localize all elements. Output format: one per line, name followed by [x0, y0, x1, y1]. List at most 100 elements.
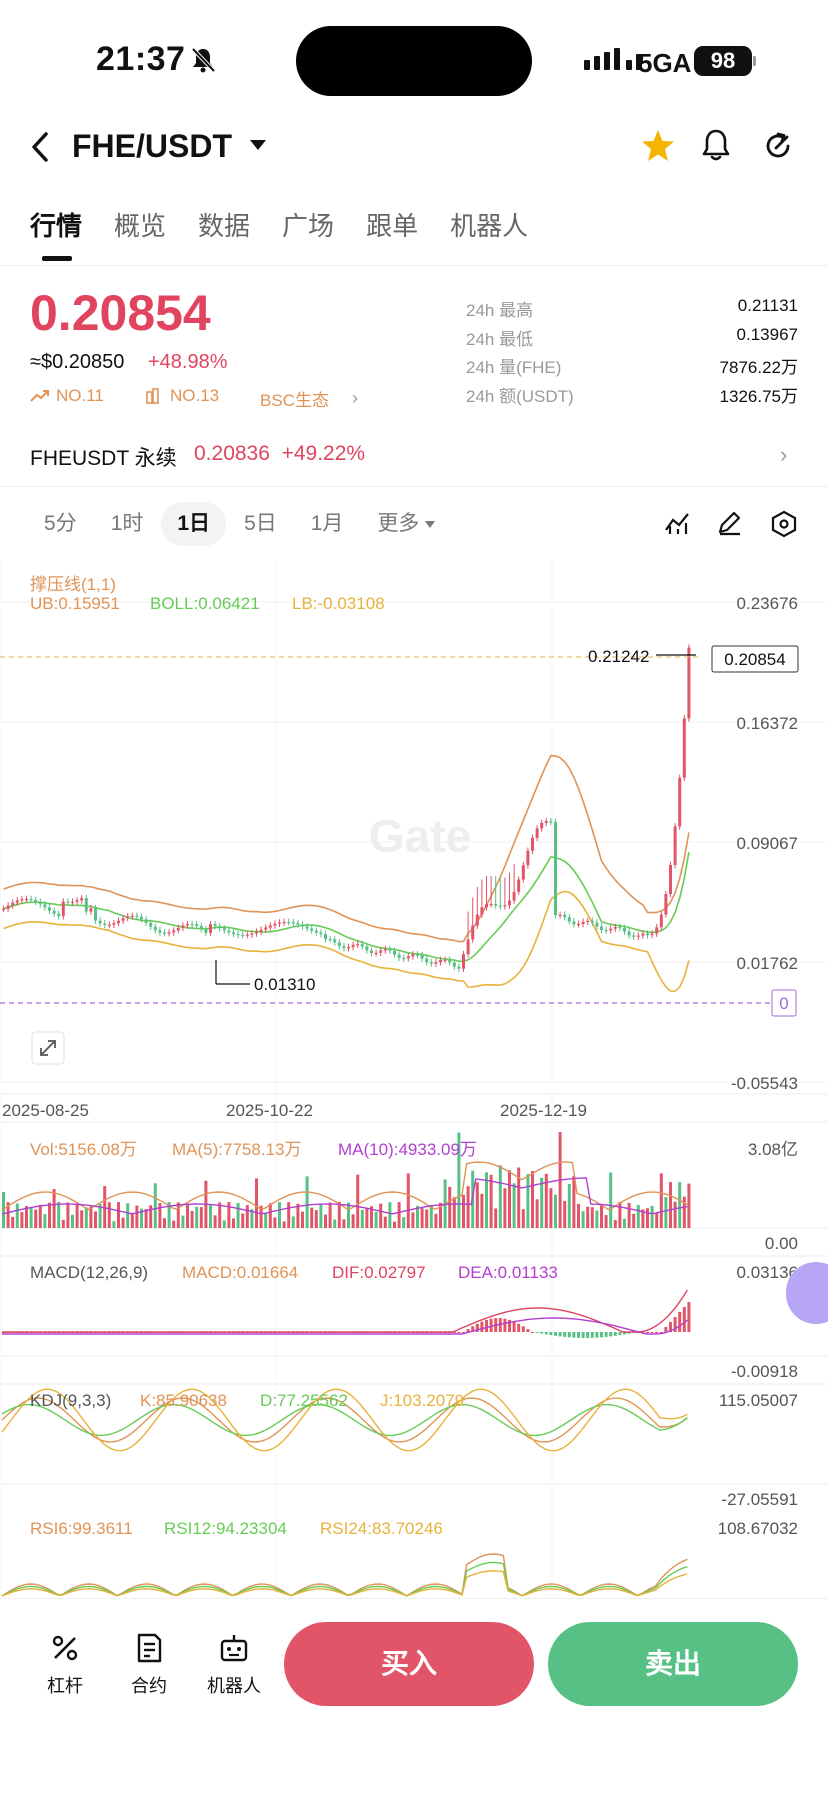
rank-badge-1[interactable]: NO.11 — [30, 386, 104, 406]
candle — [425, 958, 429, 963]
candle — [291, 922, 295, 924]
volume-bar — [388, 1202, 392, 1228]
volume-bar — [324, 1214, 327, 1228]
volume-bar — [664, 1197, 668, 1228]
volume-bar — [245, 1205, 249, 1228]
tab-overview[interactable]: 概览 — [114, 211, 167, 241]
vol-ma5-legend: MA(5):7758.13万 — [172, 1140, 302, 1159]
volume-bar — [379, 1203, 383, 1228]
candle — [356, 944, 360, 946]
candle — [282, 921, 286, 924]
candle — [572, 921, 576, 925]
candle — [130, 915, 134, 917]
alert-bell-icon[interactable] — [700, 128, 732, 162]
volume-bar — [618, 1202, 622, 1228]
interval-1d[interactable]: 1日 — [161, 502, 227, 546]
candle — [365, 946, 369, 951]
indicator-title[interactable]: 撑压线(1,1) — [30, 575, 116, 594]
interval-1mo[interactable]: 1月 — [310, 512, 344, 535]
pair-dropdown-icon[interactable] — [250, 140, 266, 150]
volume-bar — [475, 1182, 479, 1228]
floating-assistant-button[interactable] — [786, 1262, 828, 1324]
volume-bar — [503, 1188, 507, 1228]
volume-bar — [351, 1214, 355, 1228]
24h-stats: 24h 最高 0.21131 24h 最低 0.13967 24h 量(FHE) 78… — [466, 296, 798, 410]
candle — [434, 962, 438, 964]
candle — [595, 922, 599, 927]
volume-bar — [365, 1207, 369, 1228]
candle — [632, 935, 636, 937]
volume-bar — [678, 1182, 682, 1228]
interval-more[interactable]: 更多 — [361, 502, 451, 546]
perpetual-chevron-icon[interactable]: › — [780, 442, 788, 467]
candle — [462, 954, 465, 969]
volume-bar — [163, 1218, 166, 1228]
indicator-icon[interactable] — [664, 510, 692, 536]
volume-bar — [213, 1215, 217, 1228]
candle — [6, 905, 10, 909]
candle — [475, 914, 479, 926]
tab-market[interactable]: 行情 — [30, 206, 82, 261]
interval-5d[interactable]: 5日 — [244, 512, 277, 535]
candle — [278, 922, 281, 924]
candlestick-chart[interactable]: Gate 0.21242 0.01310 0.20854 0 — [0, 560, 828, 1600]
tab-square[interactable]: 广场 — [282, 211, 335, 241]
perpetual-label[interactable]: FHEUSDT 永续 — [30, 447, 177, 470]
stat-volume: 24h 量(FHE) 7876.22万 — [466, 358, 798, 377]
volume-bar — [259, 1205, 263, 1228]
chevron-right-icon[interactable]: › — [352, 388, 358, 408]
macd-bar — [503, 1318, 507, 1332]
volume-bar — [347, 1202, 350, 1228]
macd-bar — [531, 1332, 534, 1333]
volume-bar — [655, 1212, 659, 1228]
pair-title[interactable]: FHE/USDT — [72, 128, 232, 164]
candle — [581, 921, 585, 924]
share-refresh-icon[interactable] — [762, 130, 794, 162]
volume-bar — [144, 1209, 148, 1228]
interval-bar: 5分 1时 1日 5日 1月 更多 — [28, 502, 453, 546]
volume-bar — [374, 1211, 378, 1228]
back-arrow-icon[interactable] — [30, 130, 52, 164]
macd-bar — [554, 1332, 557, 1336]
nav-futures[interactable]: 合约 — [114, 1630, 184, 1698]
favorite-star-icon[interactable] — [640, 128, 676, 164]
interval-5m[interactable]: 5分 — [44, 512, 77, 535]
tab-copy-trading[interactable]: 跟单 — [366, 211, 419, 241]
interval-1h[interactable]: 1时 — [110, 512, 144, 535]
draw-pen-icon[interactable] — [716, 510, 744, 536]
tab-data[interactable]: 数据 — [198, 211, 251, 241]
volume-bar — [84, 1207, 88, 1228]
chart-settings-icon[interactable] — [770, 510, 798, 538]
vol-bottom-tick: 0.00 — [764, 1234, 798, 1253]
nav-leverage[interactable]: 杠杆 — [30, 1630, 100, 1698]
volume-bar — [29, 1208, 33, 1228]
candle — [190, 924, 194, 926]
candle — [379, 950, 383, 953]
tab-bots[interactable]: 机器人 — [450, 211, 529, 241]
candle — [11, 902, 15, 906]
candle — [213, 924, 217, 927]
volume-bar — [103, 1186, 107, 1228]
candle — [38, 901, 42, 905]
candle — [227, 930, 231, 933]
candle — [259, 929, 263, 932]
volume-bar — [20, 1212, 24, 1228]
nav-bots[interactable]: 机器人 — [199, 1630, 269, 1698]
candle — [650, 933, 654, 936]
ub-legend: UB:0.15951 — [30, 594, 120, 613]
low-label: 0.01310 — [254, 975, 315, 994]
buy-button[interactable]: 买入 — [284, 1622, 534, 1706]
volume-bar — [232, 1218, 235, 1228]
volume-bar — [255, 1178, 258, 1228]
volume-bar — [526, 1174, 530, 1228]
ecosystem-tag[interactable]: BSC生态 — [260, 386, 329, 411]
perpetual-price[interactable]: 0.20836 +49.22% — [194, 442, 366, 465]
candle — [466, 939, 470, 955]
macd-bar — [650, 1332, 654, 1333]
sell-button[interactable]: 卖出 — [548, 1622, 798, 1706]
volume-bar — [572, 1176, 576, 1228]
candle — [452, 962, 456, 967]
macd-panel — [2, 1289, 691, 1338]
macd-bar — [517, 1323, 521, 1332]
rank-badge-2[interactable]: NO.13 — [146, 386, 219, 406]
